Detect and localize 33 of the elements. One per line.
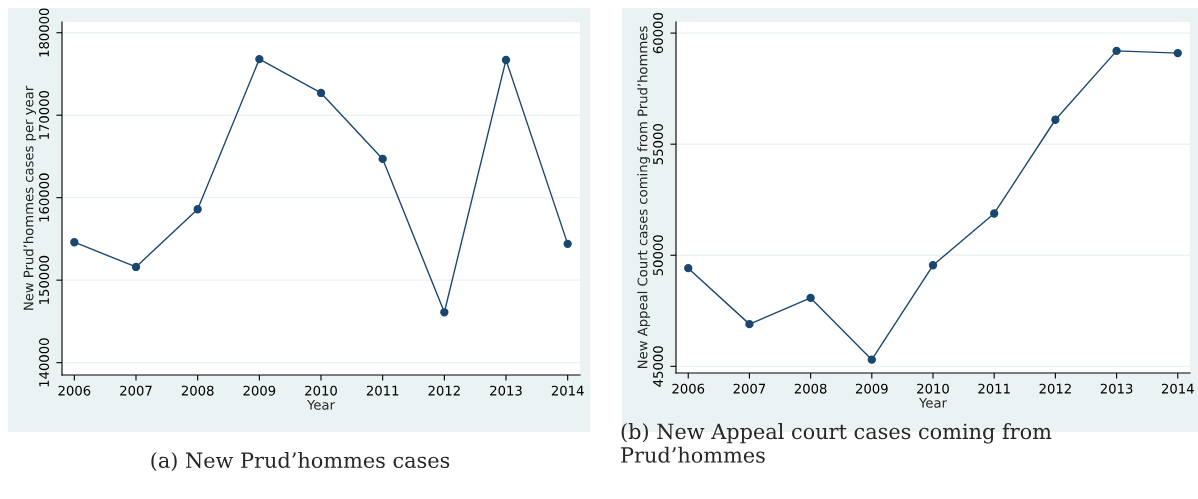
y-tick-label: 55000: [653, 124, 664, 165]
x-tick-label: 2007: [120, 385, 152, 396]
x-tick-label: 2011: [978, 383, 1010, 394]
y-tick-label: 170000: [39, 90, 50, 139]
x-tick-label: 2009: [243, 385, 276, 396]
x-tick-label: 2010: [917, 383, 949, 394]
x-tick-label: 2014: [1161, 383, 1194, 394]
x-tick-label: 2010: [305, 385, 337, 396]
x-axis-title: Year: [307, 399, 335, 410]
y-tick-label: 150000: [39, 255, 50, 304]
x-tick-label: 2014: [551, 385, 584, 396]
x-tick-label: 2011: [366, 385, 399, 396]
x-axis-title: Year: [919, 397, 947, 408]
y-tick-label: 160000: [39, 173, 50, 222]
y-tick-label: 180000: [39, 8, 50, 57]
x-tick-label: 2009: [855, 383, 888, 394]
y-tick-label: 50000: [653, 235, 664, 276]
x-tick-label: 2008: [794, 383, 827, 394]
x-tick-label: 2012: [428, 385, 460, 396]
text: (b) New Appeal court cases coming from Prud’hommes: [621, 423, 1052, 463]
x-tick-label: 2013: [1100, 383, 1133, 394]
x-tick-label: 2006: [672, 383, 705, 394]
x-tick-label: 2013: [490, 385, 522, 396]
y-tick-label: 140000: [39, 338, 50, 387]
text: (a) New Prud’hommes cases: [151, 451, 450, 471]
x-tick-label: 2008: [181, 385, 214, 396]
x-tick-label: 2007: [733, 383, 766, 394]
x-tick-label: 2012: [1039, 383, 1071, 394]
y-axis-title: New Prud’hommes cases per year: [23, 85, 37, 310]
y-tick-label: 60000: [653, 13, 664, 54]
x-tick-label: 2006: [58, 385, 91, 396]
y-tick-label: 45000: [653, 346, 664, 387]
y-axis-title: New Appeal Court cases coming from Prud’hommes: [637, 26, 651, 368]
